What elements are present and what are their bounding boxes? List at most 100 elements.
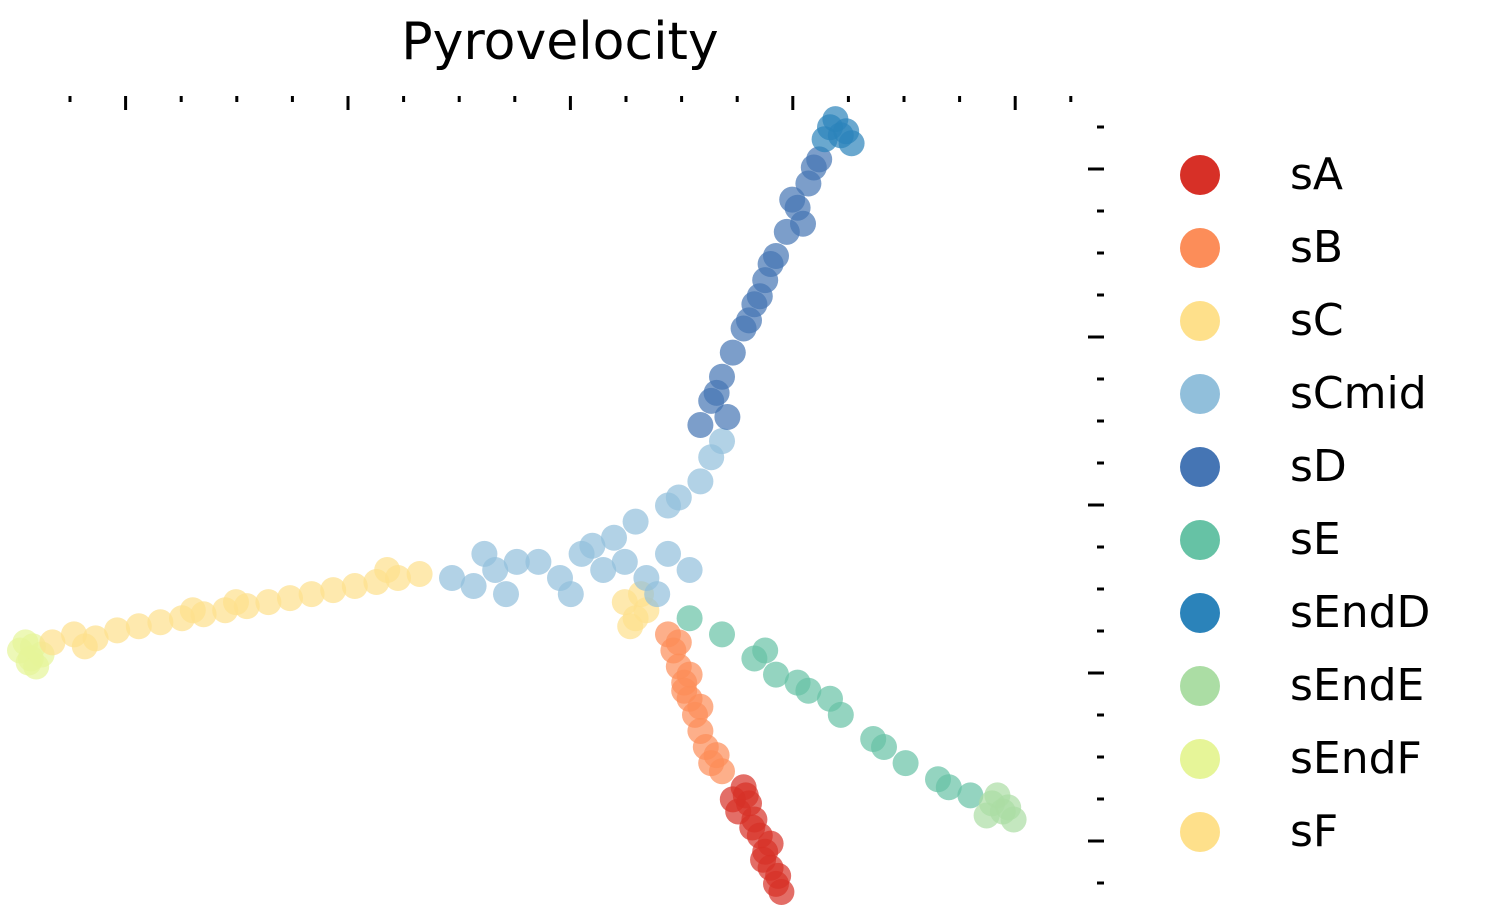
data-point <box>703 379 730 406</box>
data-point <box>676 605 703 632</box>
series-sCmid <box>439 428 735 608</box>
series-sF <box>39 556 433 660</box>
data-point <box>665 629 692 656</box>
data-point <box>757 251 784 278</box>
legend-label: sD <box>1290 441 1347 492</box>
data-point <box>935 774 962 801</box>
data-point <box>790 210 816 237</box>
data-point <box>471 540 498 567</box>
data-point <box>811 126 838 153</box>
legend-item: sA <box>1180 138 1430 211</box>
data-point <box>147 609 174 636</box>
data-point <box>617 613 644 640</box>
data-point <box>320 577 347 604</box>
legend-swatch <box>1180 154 1220 195</box>
data-point <box>687 412 714 439</box>
data-point <box>714 404 741 430</box>
data-point <box>784 669 811 696</box>
data-point <box>719 786 746 813</box>
data-point <box>752 637 779 664</box>
legend-item: sC <box>1180 284 1430 357</box>
data-point <box>374 556 401 583</box>
data-point <box>460 573 487 600</box>
data-point <box>525 548 552 575</box>
data-point <box>736 307 762 334</box>
legend-label: sCmid <box>1290 368 1427 419</box>
series-sB <box>655 621 735 785</box>
data-point <box>800 154 827 181</box>
data-point <box>611 548 638 575</box>
legend-swatch <box>1180 519 1220 560</box>
data-point <box>957 782 984 809</box>
legend-item: sCmid <box>1180 357 1430 430</box>
data-point <box>763 661 789 688</box>
data-point <box>644 581 671 608</box>
data-point <box>709 621 735 648</box>
data-point <box>493 581 519 608</box>
legend-item: sEndE <box>1180 649 1430 722</box>
legend-label: sB <box>1290 222 1344 273</box>
legend-item: sEndF <box>1180 722 1430 795</box>
legend-label: sA <box>1290 149 1344 200</box>
data-point <box>746 283 773 310</box>
legend-item: sF <box>1180 795 1430 868</box>
data-point <box>739 814 766 841</box>
data-point <box>973 802 1000 829</box>
data-point <box>71 633 98 660</box>
legend-item: sE <box>1180 503 1430 576</box>
data-point <box>557 581 584 608</box>
data-point <box>871 734 897 761</box>
data-point <box>341 573 368 600</box>
legend-swatch <box>1180 373 1220 414</box>
data-point <box>590 556 617 583</box>
data-point <box>406 560 433 587</box>
data-point <box>104 617 131 644</box>
legend-label: sF <box>1290 806 1339 857</box>
legend: sA sB sC sCmid sD sE sEndD sEndE sEndF sF <box>1180 138 1430 868</box>
data-point <box>833 118 860 145</box>
data-point <box>719 339 746 366</box>
legend-swatch <box>1180 446 1220 487</box>
data-point <box>125 613 152 640</box>
data-point <box>439 565 465 591</box>
legend-swatch <box>1180 300 1220 341</box>
data-point <box>39 629 66 656</box>
data-point <box>255 589 282 616</box>
data-point <box>277 585 303 612</box>
legend-label: sEndE <box>1290 660 1425 711</box>
legend-label: sEndF <box>1290 733 1422 784</box>
legend-item: sB <box>1180 211 1430 284</box>
legend-label: sC <box>1290 295 1344 346</box>
data-point <box>601 524 627 551</box>
data-point <box>709 428 735 455</box>
data-point <box>995 794 1022 821</box>
legend-swatch <box>1180 665 1220 706</box>
series-sA <box>719 774 795 905</box>
series-sD <box>687 146 833 439</box>
data-point <box>503 548 530 575</box>
legend-swatch <box>1180 592 1220 633</box>
legend-item: sEndD <box>1180 576 1430 649</box>
data-point <box>298 581 325 608</box>
series-sEndF <box>7 629 55 680</box>
data-point <box>676 556 703 583</box>
data-point <box>687 468 714 495</box>
series-sE <box>676 605 984 809</box>
legend-label: sE <box>1290 514 1341 565</box>
data-point <box>579 532 606 559</box>
data-point <box>655 540 681 567</box>
legend-swatch <box>1180 738 1220 779</box>
data-point <box>765 862 792 889</box>
series-sEndE <box>973 782 1027 833</box>
data-point <box>179 597 206 624</box>
data-point <box>687 693 714 720</box>
legend-label: sEndD <box>1290 587 1431 638</box>
data-point <box>19 633 46 660</box>
data-point <box>703 742 730 769</box>
data-point <box>892 750 919 777</box>
series-sEndD <box>811 106 865 157</box>
data-point <box>622 508 649 535</box>
data-point <box>817 685 843 712</box>
legend-swatch <box>1180 811 1220 852</box>
